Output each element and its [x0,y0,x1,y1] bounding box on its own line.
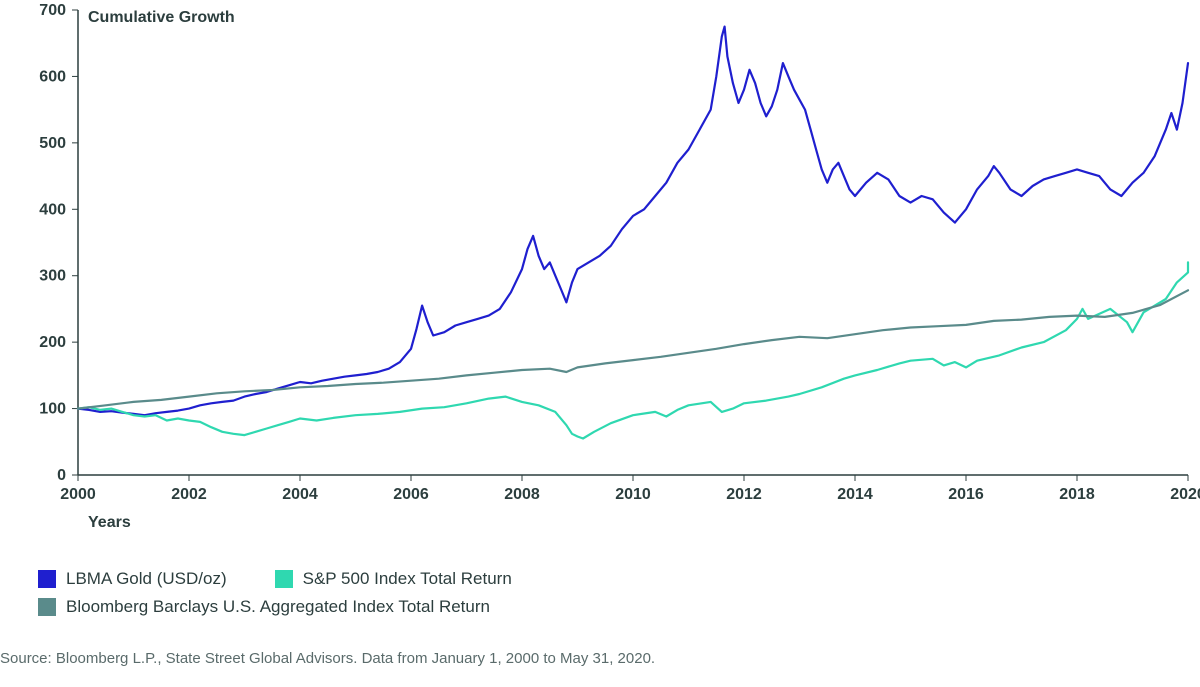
svg-text:Cumulative Growth: Cumulative Growth [88,9,235,26]
svg-text:0: 0 [57,467,66,484]
chart-legend: LBMA Gold (USD/oz) S&P 500 Index Total R… [38,565,1180,621]
legend-swatch [38,598,56,616]
svg-text:2008: 2008 [504,486,540,503]
svg-text:300: 300 [39,268,66,285]
legend-item: Bloomberg Barclays U.S. Aggregated Index… [38,593,490,621]
legend-swatch [38,570,56,588]
svg-text:Years: Years [88,514,131,531]
chart-container: { "chart": { "type": "line", "subtitle":… [0,0,1200,687]
svg-text:2004: 2004 [282,486,318,503]
legend-label: S&P 500 Index Total Return [303,565,512,593]
legend-swatch [275,570,293,588]
svg-text:2012: 2012 [726,486,762,503]
svg-text:2014: 2014 [837,486,873,503]
svg-text:600: 600 [39,68,66,85]
svg-text:2010: 2010 [615,486,651,503]
svg-text:100: 100 [39,401,66,418]
legend-item: LBMA Gold (USD/oz) [38,565,227,593]
svg-text:2006: 2006 [393,486,429,503]
legend-label: LBMA Gold (USD/oz) [66,565,227,593]
svg-text:700: 700 [39,2,66,19]
svg-text:400: 400 [39,201,66,218]
source-footnote: Source: Bloomberg L.P., State Street Glo… [0,650,655,667]
svg-text:500: 500 [39,135,66,152]
svg-text:2020: 2020 [1170,486,1200,503]
svg-text:2016: 2016 [948,486,984,503]
cumulative-growth-line-chart: 0 100 200 300 400 500 600 700 2000 2002 2004 2006 20… [0,0,1200,555]
legend-label: Bloomberg Barclays U.S. Aggregated Index… [66,593,490,621]
svg-text:2002: 2002 [171,486,207,503]
svg-text:2018: 2018 [1059,486,1095,503]
svg-text:200: 200 [39,334,66,351]
svg-text:2000: 2000 [60,486,96,503]
legend-item: S&P 500 Index Total Return [275,565,512,593]
